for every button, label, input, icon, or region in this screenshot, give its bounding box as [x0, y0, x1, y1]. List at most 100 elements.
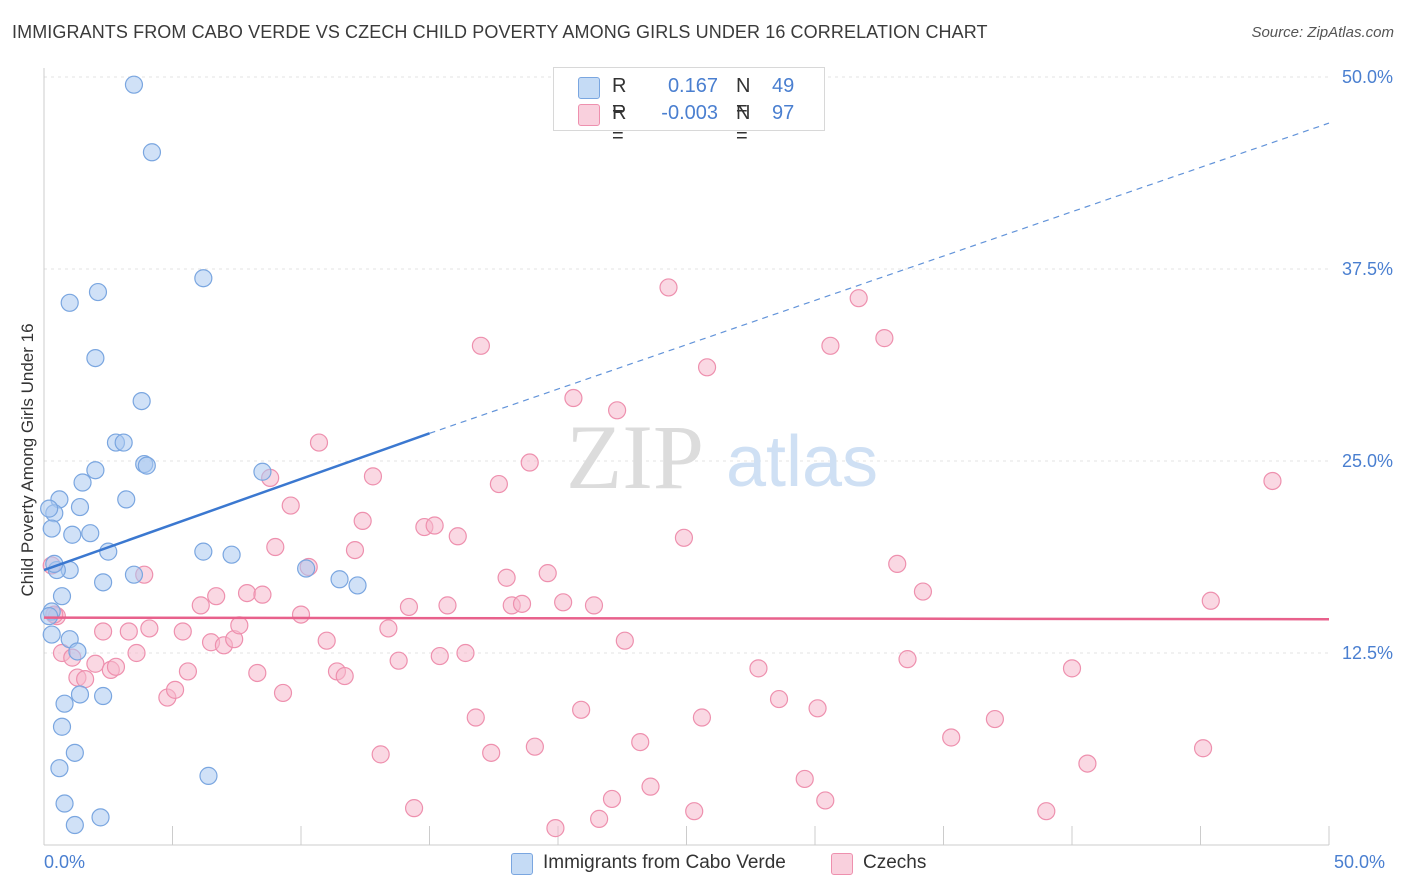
y-tick-label: 25.0%: [1342, 451, 1393, 471]
cabo-verde-point: [52, 587, 72, 606]
czechs-point: [482, 743, 501, 762]
cabo-verde-point: [81, 524, 100, 543]
cabo-verde-point: [199, 766, 218, 785]
czechs-point: [584, 596, 604, 615]
y-tick-label: 50.0%: [1342, 67, 1393, 87]
czechs-point: [685, 802, 704, 821]
cabo-verde-point: [124, 75, 144, 94]
cabo-verde-trend-line: [43, 432, 430, 572]
czechs-point: [1037, 802, 1056, 821]
source-label: Source: ZipAtlas.com: [1251, 24, 1394, 41]
cabo-verde-point: [60, 293, 79, 312]
czechs-point: [1078, 754, 1097, 773]
czechs-point: [821, 336, 840, 355]
legend-r-value: -0.003: [661, 102, 718, 124]
czechs-point: [898, 650, 917, 669]
czechs-point: [615, 631, 634, 650]
axes: [43, 68, 1330, 846]
czechs-point: [466, 708, 485, 727]
cabo-verde-point: [194, 542, 213, 561]
czechs-point: [1201, 591, 1220, 610]
cabo-verde-point: [222, 545, 241, 564]
czechs-point: [471, 336, 490, 355]
czechs-point: [448, 527, 467, 546]
cabo-verde-point: [68, 642, 87, 661]
cabo-verde-point: [137, 456, 156, 475]
legend-n-label: N =: [736, 102, 751, 147]
y-tick-label: 12.5%: [1342, 643, 1393, 663]
legend-n-value: 49: [772, 75, 795, 97]
czechs-point: [942, 728, 961, 747]
czechs-point: [641, 777, 660, 796]
czechs-point: [456, 643, 475, 663]
czechs-point: [404, 799, 424, 818]
bottom-legend-label: Immigrants from Cabo Verde: [543, 852, 786, 873]
chart-title: IMMIGRANTS FROM CABO VERDE VS CZECH CHIL…: [12, 22, 988, 42]
cabo-verde-point: [42, 519, 61, 538]
czechs-point: [430, 646, 449, 666]
czechs-point: [525, 737, 544, 756]
czechs-point: [512, 594, 532, 613]
czechs-point: [248, 663, 267, 683]
cabo-verde-point: [114, 433, 133, 452]
cabo-verde-point: [132, 391, 151, 411]
czechs-point: [94, 622, 113, 641]
legend-r-label: R =: [612, 102, 627, 147]
czechs-point: [273, 683, 293, 703]
czechs-point: [173, 622, 192, 641]
czechs-point: [317, 631, 336, 650]
czechs-point: [1263, 471, 1282, 491]
czechs-point: [371, 745, 390, 764]
cabo-verde-point: [73, 473, 92, 492]
czechs-point: [389, 651, 408, 670]
cabo-verde-point: [55, 694, 74, 713]
czechs-point: [191, 596, 210, 615]
cabo-verde-point: [40, 607, 59, 626]
cabo-verde-point: [297, 559, 316, 578]
legend-swatch-czechs: [578, 104, 600, 126]
cabo-verde-point: [50, 759, 69, 778]
czechs-point: [769, 689, 789, 709]
cabo-verde-point: [70, 685, 90, 704]
czechs-point: [572, 700, 591, 719]
trend-lines: [43, 122, 1330, 621]
czechs-point: [178, 662, 198, 681]
czechs-point: [106, 657, 126, 676]
czechs-point: [888, 554, 907, 574]
czechs-point: [119, 622, 138, 641]
czechs-point: [230, 616, 249, 635]
cabo-verde-point: [55, 794, 74, 813]
cabo-verde-point: [348, 576, 367, 595]
watermark-zip: ZIP: [566, 406, 704, 508]
czechs-point: [207, 587, 226, 606]
cabo-verde-point: [94, 686, 113, 706]
watermark: ZIP atlas: [566, 406, 878, 508]
czechs-point: [127, 643, 146, 663]
bottom-legend-swatch-czechs: [831, 853, 853, 875]
czechs-point: [86, 654, 105, 673]
czechs-point: [1062, 659, 1082, 678]
czechs-point: [538, 564, 557, 583]
bottom-legend-label: Czechs: [863, 852, 927, 873]
bottom-legend-swatch-cabo-verde: [511, 853, 533, 875]
czechs-point: [546, 819, 565, 838]
cabo-verde-point: [52, 717, 72, 736]
legend-r-value: 0.167: [667, 75, 718, 97]
czechs-point: [353, 511, 372, 531]
czechs-point: [875, 329, 894, 348]
czechs-point: [849, 289, 868, 308]
czechs-point: [438, 596, 457, 615]
cabo-verde-point: [40, 499, 59, 518]
czechs-point: [913, 582, 933, 601]
czechs-point: [985, 709, 1005, 729]
czechs-point: [674, 528, 694, 547]
czechs-point: [291, 605, 311, 624]
czechs-point: [659, 278, 678, 297]
cabo-verde-point: [86, 348, 105, 368]
czechs-point: [631, 732, 650, 752]
cabo-verde-point: [70, 497, 90, 517]
cabo-verde-point: [117, 490, 136, 509]
czechs-point: [497, 568, 516, 587]
cabo-verde-point: [91, 808, 110, 827]
